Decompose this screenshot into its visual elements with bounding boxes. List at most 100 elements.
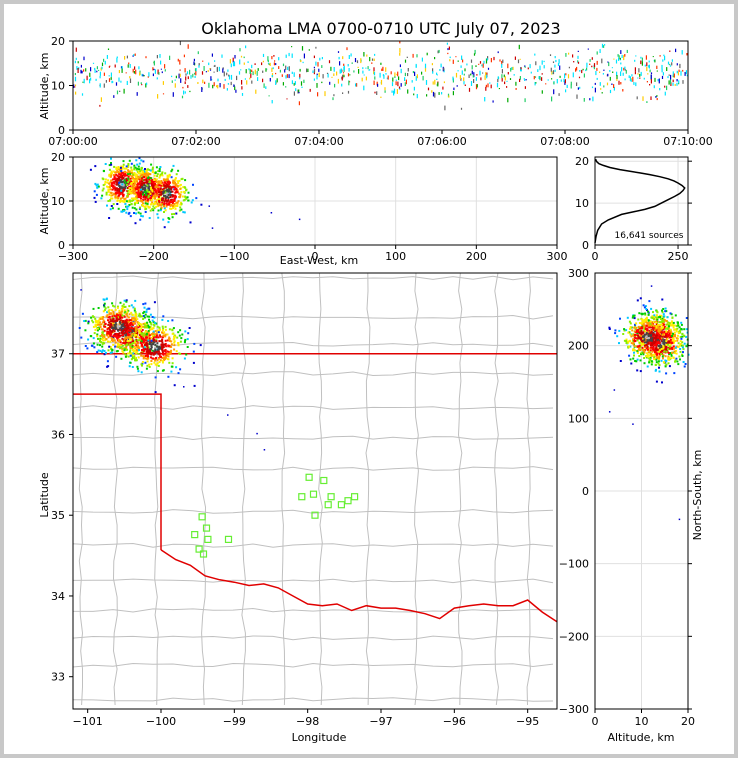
lma-station-marker [224, 535, 233, 544]
source-mark [125, 299, 128, 302]
source-mark [94, 317, 97, 320]
source-mark [271, 67, 273, 72]
source-mark [216, 85, 218, 88]
source-mark [148, 365, 151, 368]
source-mark [184, 338, 187, 341]
source-mark [648, 361, 651, 364]
source-mark [641, 57, 643, 63]
source-mark [184, 91, 186, 94]
source-mark [624, 78, 626, 81]
source-mark [618, 342, 620, 345]
source-mark [622, 89, 624, 92]
source-mark [133, 197, 136, 200]
source-mark [123, 172, 126, 175]
source-mark [587, 48, 589, 50]
source-mark [535, 61, 537, 66]
source-mark [227, 69, 229, 72]
source-mark [341, 76, 343, 81]
source-mark [152, 67, 154, 71]
source-mark [106, 311, 109, 314]
source-mark [250, 73, 252, 78]
source-mark [134, 356, 137, 359]
source-mark [108, 174, 111, 177]
source-mark [678, 355, 681, 358]
source-mark [108, 345, 111, 348]
source-mark [648, 60, 650, 63]
source-mark [141, 315, 143, 318]
source-mark [183, 357, 186, 360]
source-mark [608, 411, 611, 413]
source-mark [675, 349, 678, 352]
source-mark [121, 167, 124, 170]
source-mark [137, 326, 140, 329]
source-mark [553, 81, 555, 85]
time-height-ylabel: Altitude, km [38, 52, 51, 119]
source-mark [646, 355, 649, 358]
source-mark [169, 196, 172, 198]
source-mark [132, 355, 134, 358]
source-mark [106, 55, 108, 59]
source-mark [632, 357, 635, 360]
source-mark [527, 67, 529, 70]
source-mark [103, 302, 106, 305]
source-mark [121, 350, 124, 353]
source-mark [122, 163, 125, 166]
source-mark [662, 59, 664, 62]
source-mark [97, 337, 100, 340]
source-mark [192, 183, 194, 186]
source-mark [376, 81, 378, 86]
source-mark [164, 198, 167, 201]
source-mark [147, 205, 150, 208]
source-mark [121, 328, 124, 330]
source-mark [637, 318, 640, 321]
source-mark [137, 324, 139, 327]
source-mark [648, 351, 651, 354]
source-mark [634, 349, 636, 352]
source-mark [147, 183, 150, 185]
source-mark [395, 81, 397, 86]
source-mark [110, 197, 113, 200]
source-mark [119, 171, 121, 174]
source-mark [161, 348, 163, 351]
source-mark [149, 353, 152, 355]
source-mark [138, 312, 141, 315]
source-mark [103, 304, 105, 307]
source-mark [273, 62, 275, 66]
source-mark [116, 199, 119, 202]
source-mark [621, 67, 623, 72]
source-mark [611, 67, 613, 69]
source-mark [620, 62, 622, 65]
source-mark [262, 70, 264, 73]
source-mark [210, 76, 212, 81]
source-mark [643, 324, 646, 327]
source-mark [658, 336, 661, 339]
source-mark [141, 364, 143, 367]
source-mark [116, 90, 119, 95]
source-mark [655, 344, 658, 347]
source-mark [122, 351, 125, 354]
source-mark [393, 88, 396, 94]
source-mark [163, 205, 165, 208]
source-mark [127, 337, 130, 340]
source-mark [144, 168, 146, 170]
source-mark [128, 305, 131, 308]
source-mark [637, 334, 639, 337]
source-mark [154, 351, 157, 354]
source-mark [84, 345, 87, 347]
source-mark [106, 204, 108, 207]
source-mark [124, 353, 127, 356]
source-mark [131, 169, 134, 172]
source-mark [563, 78, 565, 83]
source-mark [141, 73, 143, 77]
source-mark [380, 79, 383, 85]
source-mark [632, 349, 634, 352]
source-mark [140, 338, 143, 341]
x-tick-label: 100 [385, 250, 406, 263]
source-mark [109, 318, 112, 321]
source-mark [126, 336, 129, 339]
source-mark [257, 77, 259, 81]
source-mark [94, 324, 97, 327]
source-mark [681, 346, 684, 349]
source-mark [642, 327, 645, 330]
source-mark [665, 320, 668, 323]
